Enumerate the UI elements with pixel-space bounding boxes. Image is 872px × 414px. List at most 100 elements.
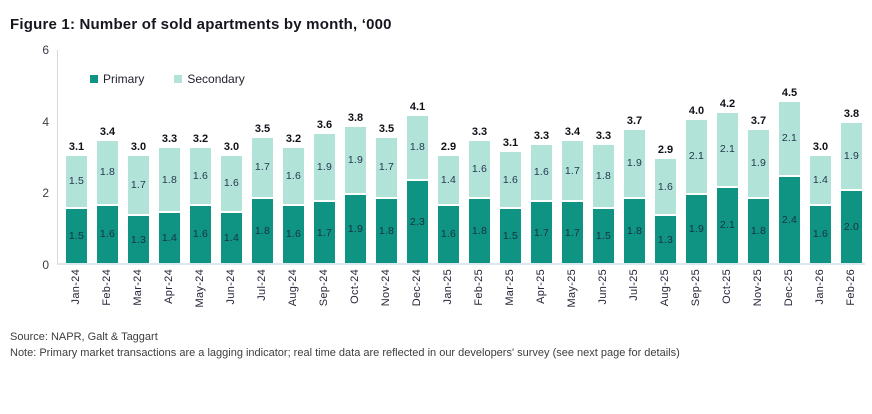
legend-label-primary: Primary: [103, 72, 145, 86]
bar-column: 3.4 1.7 1.7: [562, 126, 583, 263]
x-axis-label: Jun-25: [596, 269, 609, 305]
bar-value-label: 1.7: [564, 164, 581, 177]
bar-value-label: 1.9: [347, 153, 364, 166]
chart: Primary Secondary 3.1 1.5 1.5 3.4 1.8 1.6 3.0 1…: [0, 43, 872, 321]
legend-item-secondary: Secondary: [174, 72, 245, 86]
bar-total-label: 3.7: [750, 115, 767, 128]
bar-column: 3.3 1.6 1.8: [469, 126, 490, 263]
bar-value-label: 1.6: [471, 162, 488, 175]
bar-total-label: 3.1: [502, 136, 519, 149]
x-axis-label: May-24: [193, 269, 206, 308]
bar-value-label: 1.6: [502, 173, 519, 186]
bar-segment-primary: 1.6: [283, 205, 304, 263]
legend-item-primary: Primary: [90, 72, 144, 86]
bar-value-label: 1.8: [471, 224, 488, 237]
bar-total-label: 3.0: [812, 140, 829, 153]
legend: Primary Secondary: [90, 72, 245, 86]
bar-total-label: 4.1: [409, 101, 426, 114]
legend-label-secondary: Secondary: [187, 72, 245, 86]
bar-column: 2.9 1.6 1.3: [655, 144, 676, 263]
bar-value-label: 1.7: [378, 161, 395, 174]
bar-value-label: 1.9: [688, 222, 705, 235]
bar-column: 3.8 1.9 1.9: [345, 112, 366, 263]
y-tick-label: 0: [42, 258, 49, 272]
bar-value-label: 1.7: [254, 161, 271, 174]
bar-value-label: 2.0: [843, 221, 860, 234]
bar-value-label: 1.7: [316, 226, 333, 239]
bar-value-label: 1.6: [192, 228, 209, 241]
bar-segment-primary: 1.7: [562, 202, 583, 263]
bar-segment-secondary: 2.1: [779, 101, 800, 177]
bar-segment-secondary: 1.9: [314, 134, 335, 203]
bar-value-label: 1.6: [223, 177, 240, 190]
bar-column: 4.5 2.1 2.4: [779, 87, 800, 263]
bar-total-label: 3.5: [378, 122, 395, 135]
y-tick-label: 6: [42, 43, 49, 57]
bar-segment-secondary: 1.4: [810, 155, 831, 206]
bar-value-label: 2.1: [781, 132, 798, 145]
bar-segment-primary: 1.7: [531, 202, 552, 263]
bar-segment-primary: 1.5: [500, 209, 521, 263]
bar-segment-primary: 1.9: [686, 194, 707, 263]
bar-segment-secondary: 1.7: [376, 137, 397, 199]
bar-segment-primary: 1.8: [252, 198, 273, 263]
bar-segment-secondary: 1.8: [593, 144, 614, 210]
y-tick-label: 2: [42, 186, 49, 201]
legend-swatch-primary-icon: [90, 75, 98, 83]
bar-value-label: 1.8: [626, 224, 643, 237]
bar-column: 3.7 1.9 1.8: [748, 115, 769, 263]
bar-value-label: 1.8: [750, 224, 767, 237]
source-text: Source: NAPR, Galt & Taggart: [10, 331, 158, 343]
x-axis-label: Feb-24: [100, 269, 113, 306]
bar-total-label: 3.8: [843, 108, 860, 121]
bar-column: 3.3 1.8 1.5: [593, 130, 614, 263]
bar-value-label: 1.3: [130, 233, 147, 246]
x-axis-label: Jan-24: [69, 269, 82, 305]
x-axis-label: Nov-24: [379, 269, 392, 307]
bar-segment-secondary: 1.7: [128, 155, 149, 217]
bar-column: 3.3 1.8 1.4: [159, 133, 180, 263]
plot-area: Primary Secondary 3.1 1.5 1.5 3.4 1.8 1.6 3.0 1…: [42, 43, 865, 272]
bar-segment-primary: 1.4: [159, 212, 180, 263]
bar-total-label: 4.0: [688, 104, 705, 117]
x-axis-label: Mar-24: [131, 269, 144, 306]
bar-segment-secondary: 1.6: [531, 144, 552, 203]
bar-value-label: 1.5: [68, 230, 85, 243]
bar-segment-secondary: 1.9: [748, 130, 769, 199]
bar-segment-secondary: 1.8: [407, 116, 428, 181]
bar-value-label: 1.8: [99, 166, 116, 179]
bar-segment-primary: 2.0: [841, 191, 862, 263]
bar-column: 3.3 1.6 1.7: [531, 130, 552, 263]
x-axis-label: Apr-25: [534, 269, 547, 304]
bar-segment-primary: 1.6: [438, 205, 459, 263]
bar-value-label: 1.4: [812, 173, 829, 186]
bar-segment-primary: 1.8: [624, 198, 645, 263]
bar-column: 3.5 1.7 1.8: [252, 123, 273, 263]
y-tick-label: 4: [42, 114, 49, 129]
bar-segment-primary: 1.9: [345, 194, 366, 263]
bar-total-label: 3.3: [161, 133, 178, 146]
bar-segment-primary: 1.8: [376, 198, 397, 263]
x-axis-label: Sep-24: [317, 269, 330, 307]
bar-segment-secondary: 1.7: [562, 141, 583, 203]
bar-value-label: 2.1: [688, 150, 705, 163]
bar-value-label: 1.9: [316, 161, 333, 174]
bar-total-label: 3.5: [254, 122, 271, 135]
bar-value-label: 2.3: [409, 215, 426, 228]
bar-column: 3.4 1.8 1.6: [97, 126, 118, 263]
bar-column: 3.2 1.6 1.6: [190, 133, 211, 263]
bar-total-label: 3.0: [223, 140, 240, 153]
bar-value-label: 1.4: [161, 231, 178, 244]
bar-value-label: 1.9: [843, 150, 860, 163]
bar-value-label: 1.6: [99, 228, 116, 241]
bar-segment-primary: 1.3: [655, 216, 676, 263]
bar-column: 3.0 1.6 1.4: [221, 141, 242, 263]
x-axis-label: Feb-25: [472, 269, 485, 306]
bar-value-label: 1.5: [502, 230, 519, 243]
bar-segment-secondary: 1.6: [469, 141, 490, 199]
figure-title: Figure 1: Number of sold apartments by m…: [10, 16, 392, 33]
bar-segment-secondary: 1.9: [624, 130, 645, 199]
bar-value-label: 1.8: [161, 173, 178, 186]
x-axis-label: Aug-24: [286, 269, 299, 307]
bars-area: 3.1 1.5 1.5 3.4 1.8 1.6 3.0 1.7 1.3 3.3 1.8 1.4 3.2 1…: [58, 50, 865, 263]
